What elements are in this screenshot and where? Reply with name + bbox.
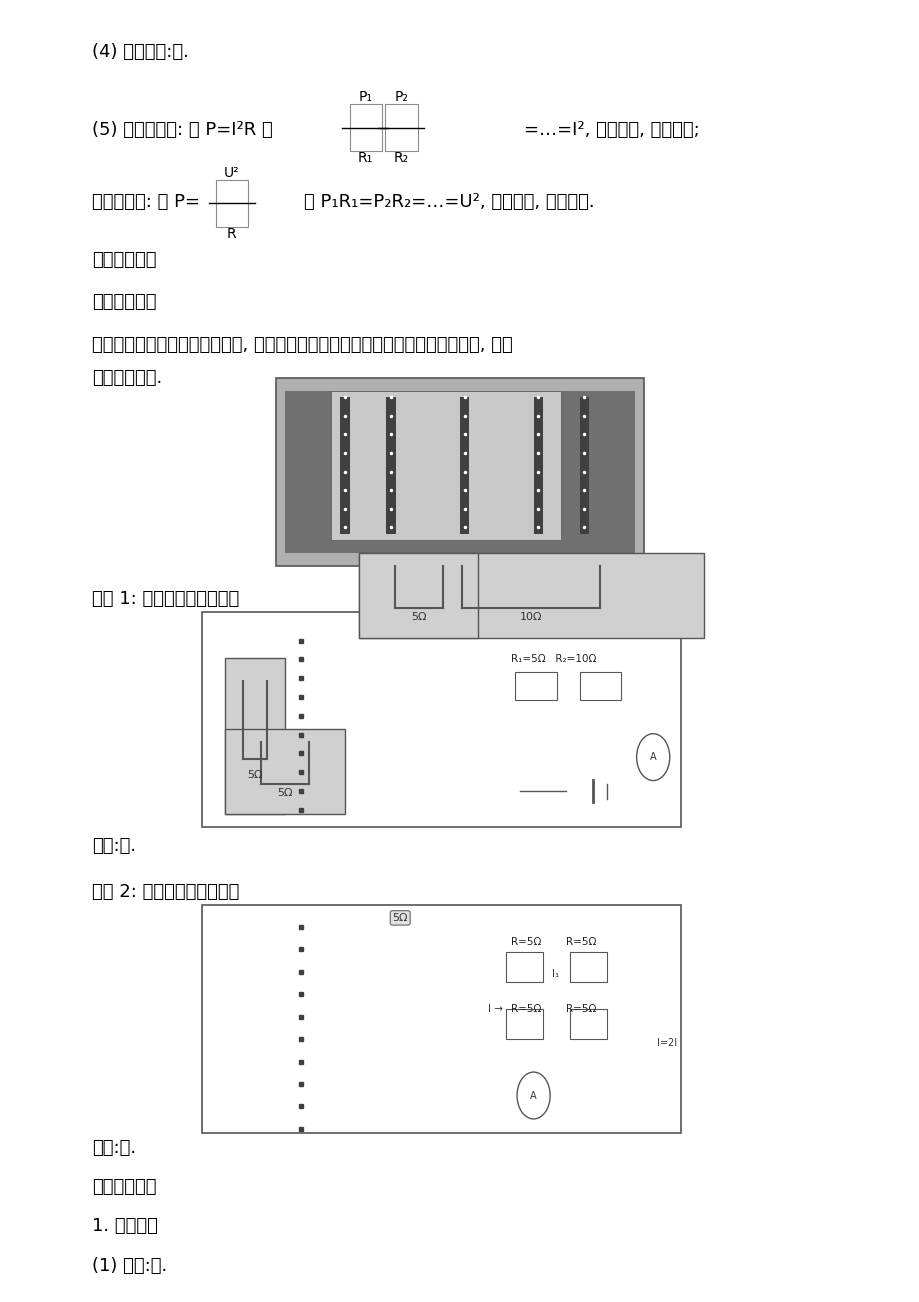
Text: R₂: R₂ (393, 151, 408, 165)
Bar (460, 397, 469, 534)
Text: 5Ω: 5Ω (247, 769, 263, 780)
Text: 二、焦耳定律: 二、焦耳定律 (92, 251, 156, 270)
Bar (202, 905, 680, 1133)
Text: R=5Ω: R=5Ω (565, 1004, 596, 1014)
Text: U²: U² (224, 165, 239, 180)
Text: 实验 2: 研究电热与电流关系: 实验 2: 研究电热与电流关系 (92, 883, 239, 901)
Text: 5Ω: 5Ω (411, 612, 425, 622)
Text: =…=I², 电阻越大, 功率越大;: =…=I², 电阻越大, 功率越大; (524, 121, 699, 139)
Text: R=5Ω: R=5Ω (510, 1004, 540, 1014)
FancyBboxPatch shape (349, 104, 381, 151)
Text: (5) 串联电路中: 由 P=I²R 知: (5) 串联电路中: 由 P=I²R 知 (92, 121, 272, 139)
Bar (533, 397, 542, 534)
Bar (570, 952, 607, 983)
Text: 并联电路中: 由 P=: 并联电路中: 由 P= (92, 193, 199, 211)
FancyBboxPatch shape (358, 553, 478, 638)
Text: R: R (227, 227, 236, 241)
Text: 5Ω: 5Ω (392, 913, 407, 923)
Bar (505, 952, 542, 983)
Text: 【归纳总结】: 【归纳总结】 (92, 1178, 156, 1197)
Text: R₁=5Ω   R₂=10Ω: R₁=5Ω R₂=10Ω (510, 654, 596, 664)
Text: R=5Ω: R=5Ω (510, 937, 540, 947)
Bar (386, 397, 395, 534)
Text: P₂: P₂ (393, 90, 408, 104)
Text: R₁: R₁ (357, 151, 372, 165)
FancyBboxPatch shape (225, 658, 285, 814)
Text: 知 P₁R₁=P₂R₂=…=U², 电阻越小, 功率越大.: 知 P₁R₁=P₂R₂=…=U², 电阻越小, 功率越大. (303, 193, 594, 211)
Bar (202, 612, 680, 827)
Text: 【演示实验】: 【演示实验】 (92, 293, 156, 311)
Bar (285, 391, 634, 553)
Bar (579, 672, 620, 700)
FancyBboxPatch shape (385, 104, 417, 151)
Bar (579, 397, 588, 534)
Text: I₁: I₁ (551, 970, 559, 979)
Text: 实验 1: 研究电热与电阻关系: 实验 1: 研究电热与电阻关系 (92, 590, 239, 608)
Text: (4) 物理意义:＿.: (4) 物理意义:＿. (92, 43, 188, 61)
Bar (276, 378, 643, 566)
Text: P₁: P₁ (357, 90, 372, 104)
Text: I →: I → (487, 1004, 502, 1014)
Text: A: A (649, 753, 656, 762)
Text: 结论:＿.: 结论:＿. (92, 837, 136, 855)
Text: 10Ω: 10Ω (519, 612, 542, 622)
Bar (331, 391, 561, 540)
Bar (505, 1009, 542, 1039)
Text: R=5Ω: R=5Ω (565, 937, 596, 947)
Bar (515, 672, 556, 700)
FancyBboxPatch shape (225, 729, 345, 814)
Text: A: A (529, 1091, 537, 1100)
Text: 5Ω: 5Ω (278, 788, 292, 798)
Text: 结论:＿.: 结论:＿. (92, 1139, 136, 1157)
FancyBboxPatch shape (358, 553, 703, 638)
Text: 为了让学生进一步理解焦耳定律, 对电热与电阻、电热与电流的关系进行实验演示, 实验: 为了让学生进一步理解焦耳定律, 对电热与电阻、电热与电流的关系进行实验演示, 实… (92, 336, 512, 354)
Bar (570, 1009, 607, 1039)
Text: I=2I: I=2I (656, 1038, 676, 1048)
Bar (340, 397, 349, 534)
Text: 1. 焦耳定律: 1. 焦耳定律 (92, 1217, 158, 1236)
Text: (1) 内容:＿.: (1) 内容:＿. (92, 1256, 167, 1275)
FancyBboxPatch shape (216, 180, 248, 227)
Text: 装置如图所示.: 装置如图所示. (92, 368, 162, 387)
